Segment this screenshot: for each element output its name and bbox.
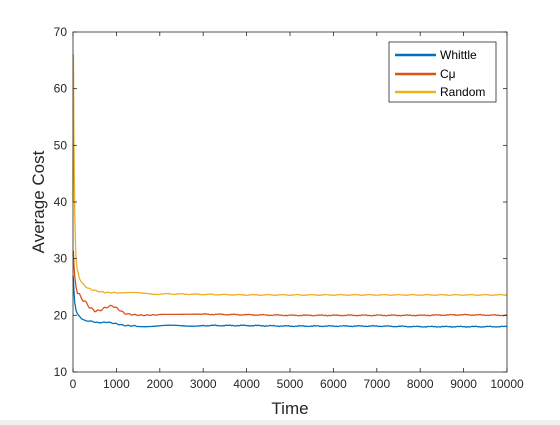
y-tick-label: 50 (54, 138, 68, 152)
x-tick-label: 10000 (490, 377, 524, 391)
series-line-whittle (72, 275, 508, 328)
tick-layer: 0 1000 2000 3000 4000 5000 6000 7000 8000 9000 100… (54, 25, 524, 391)
legend: Whittle Cμ Random (388, 41, 497, 103)
x-tick-label: 5000 (277, 377, 304, 391)
x-tick-label: 8000 (407, 377, 434, 391)
y-tick-label: 70 (54, 25, 68, 39)
y-tick-label: 60 (54, 82, 68, 96)
legend-label-whittle: Whittle (440, 48, 477, 62)
x-tick-label: 6000 (320, 377, 347, 391)
x-tick-label: 9000 (450, 377, 477, 391)
x-tick-label: 2000 (146, 377, 173, 391)
legend-label-cmu: Cμ (440, 67, 456, 81)
series-line-random (72, 54, 508, 297)
x-tick-label: 1000 (103, 377, 130, 391)
y-tick-label: 10 (54, 365, 68, 379)
x-tick-label: 7000 (363, 377, 390, 391)
y-tick-label: 30 (54, 252, 68, 266)
x-tick-label: 3000 (190, 377, 217, 391)
x-tick-label: 0 (70, 377, 77, 391)
x-axis-label: Time (271, 399, 308, 418)
y-tick-label: 40 (54, 195, 68, 209)
y-tick-label: 20 (54, 308, 68, 322)
y-axis-label: Average Cost (29, 150, 48, 253)
x-tick-label: 4000 (233, 377, 260, 391)
series-layer (72, 54, 508, 328)
legend-label-random: Random (440, 85, 485, 99)
series-line-cmu (72, 250, 508, 317)
